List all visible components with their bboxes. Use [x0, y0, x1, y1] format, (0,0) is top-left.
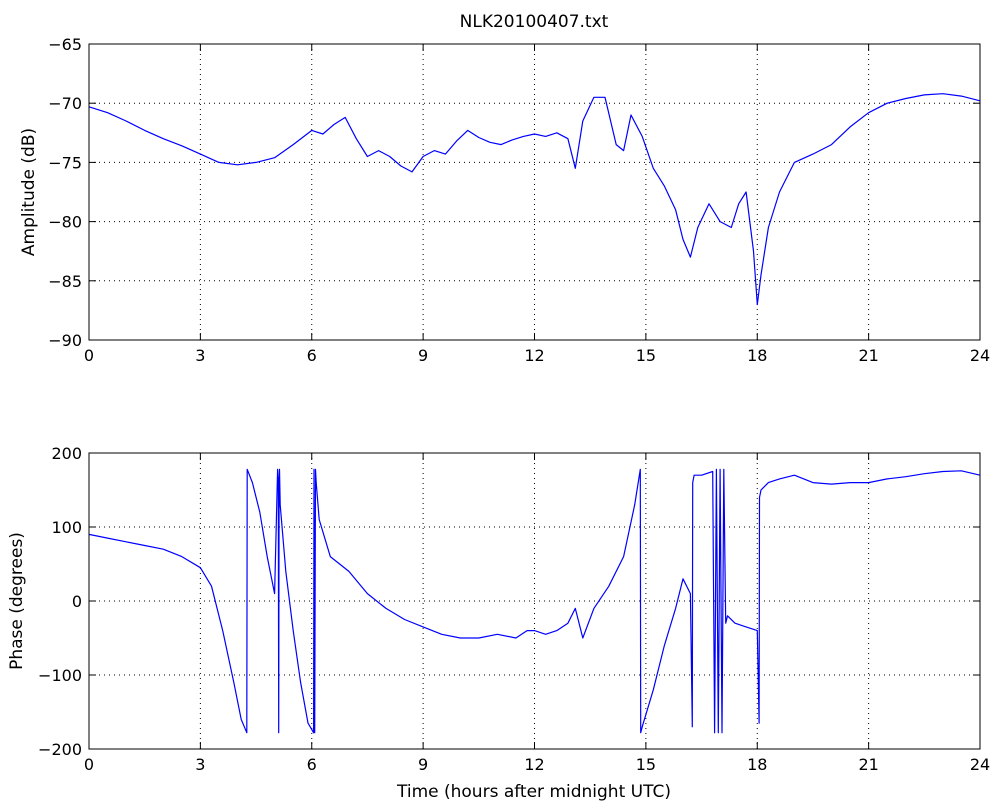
phase-x-tick-label: 0: [84, 755, 94, 774]
amplitude-y-tick-label: −85: [48, 272, 82, 291]
phase-subplot: 0 3 6 9 12 15 18 21 24 200 100 0 −100 −200 Phase (de…: [7, 444, 990, 802]
amplitude-y-tick-label: −80: [48, 213, 82, 232]
phase-x-tick-label: 9: [418, 755, 428, 774]
phase-x-tick-label: 6: [307, 755, 317, 774]
figure-title: NLK20100407.txt: [460, 12, 609, 32]
amplitude-x-tick-label: 0: [84, 346, 94, 365]
phase-series-line: [88, 468, 981, 734]
phase-y-tick-label: 0: [72, 592, 82, 611]
amplitude-x-ticks: 0 3 6 9 12 15 18 21 24: [84, 44, 990, 365]
amplitude-y-axis-label: Amplitude (dB): [19, 128, 39, 256]
amplitude-y-tick-label: −70: [48, 94, 82, 113]
amplitude-series-line: [88, 93, 981, 306]
amplitude-x-tick-label: 9: [418, 346, 428, 365]
amplitude-x-tick-label: 12: [524, 346, 544, 365]
phase-x-tick-label: 12: [524, 755, 544, 774]
phase-y-tick-label: −200: [38, 740, 82, 759]
phase-x-tick-label: 24: [970, 755, 990, 774]
amplitude-x-tick-label: 18: [747, 346, 767, 365]
amplitude-trace: [88, 93, 981, 306]
phase-trace: [88, 468, 981, 734]
phase-y-tick-label: 200: [51, 444, 82, 463]
amplitude-x-tick-label: 6: [307, 346, 317, 365]
amplitude-grid: [89, 44, 980, 340]
phase-x-tick-label: 3: [195, 755, 205, 774]
phase-x-axis-label: Time (hours after midnight UTC): [396, 782, 671, 802]
phase-y-tick-label: 100: [51, 518, 82, 537]
amplitude-x-tick-label: 3: [195, 346, 205, 365]
amplitude-x-tick-label: 15: [636, 346, 656, 365]
phase-y-axis-label: Phase (degrees): [7, 532, 27, 670]
amplitude-subplot: 0 3 6 9 12 15 18 21 24 −65 −70 −75 −80 −85 −90 Amplit…: [19, 35, 990, 365]
amplitude-x-tick-label: 21: [858, 346, 878, 365]
amplitude-y-ticks: −65 −70 −75 −80 −85 −90: [48, 35, 980, 350]
phase-x-tick-label: 15: [636, 755, 656, 774]
phase-y-ticks: 200 100 0 −100 −200: [38, 444, 980, 759]
phase-x-ticks: 0 3 6 9 12 15 18 21 24: [84, 453, 990, 774]
phase-y-tick-label: −100: [38, 666, 82, 685]
phase-grid: [89, 453, 980, 749]
phase-x-tick-label: 18: [747, 755, 767, 774]
phase-x-tick-label: 21: [858, 755, 878, 774]
amplitude-y-tick-label: −75: [48, 153, 82, 172]
amplitude-x-tick-label: 24: [970, 346, 990, 365]
amplitude-y-tick-label: −65: [48, 35, 82, 54]
amplitude-y-tick-label: −90: [48, 331, 82, 350]
